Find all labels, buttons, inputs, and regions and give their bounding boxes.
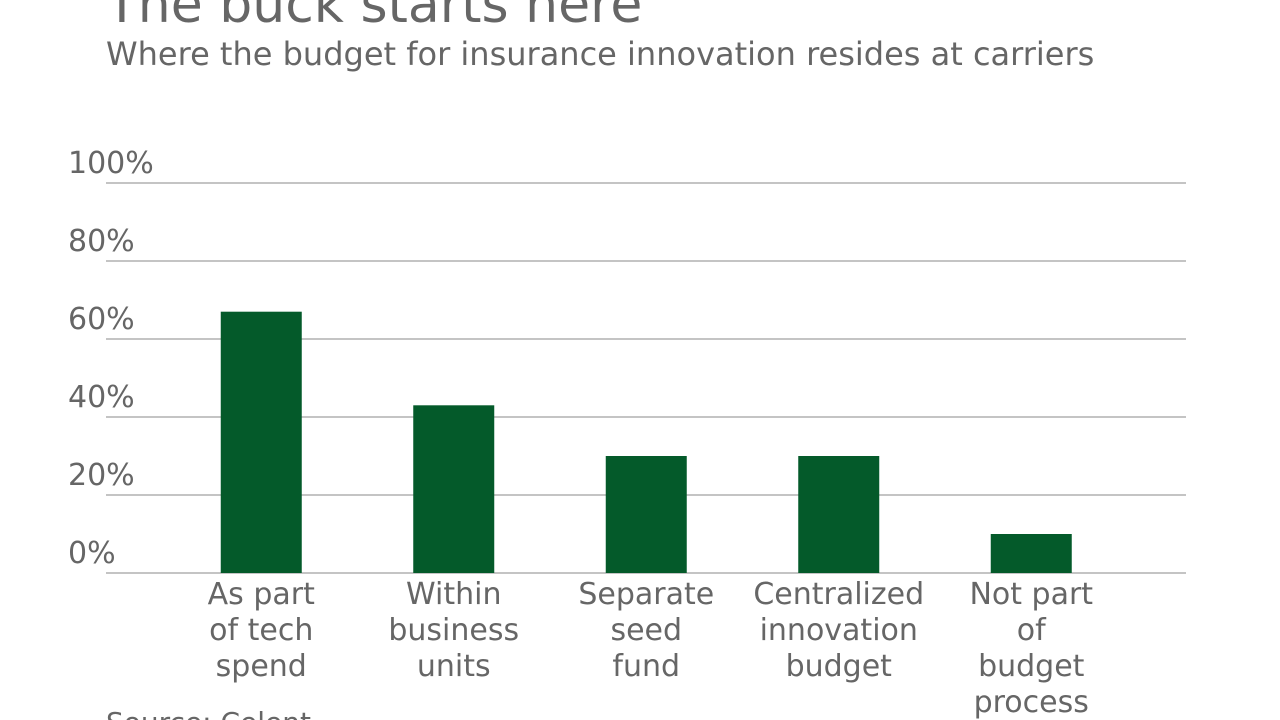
y-tick-label: 20% [68, 458, 135, 493]
y-tick-label: 40% [68, 380, 135, 415]
y-tick-label: 80% [68, 224, 135, 259]
y-tick-label: 60% [68, 302, 135, 337]
x-tick-label: Separate seed fund [578, 577, 715, 684]
source: Source: Celent [106, 706, 311, 720]
bar [413, 405, 495, 573]
chart-subtitle: Where the budget for insurance innovatio… [106, 35, 1094, 73]
x-tick-label: As part of tech spend [207, 577, 315, 684]
x-tick-label: Centralized innovation budget [753, 577, 925, 684]
bar [220, 311, 302, 573]
x-tick-label: Within business units [388, 577, 520, 684]
bar [990, 534, 1072, 573]
y-tick-label: 100% [68, 146, 154, 181]
bar [798, 456, 880, 573]
bar [605, 456, 687, 573]
chart-title: The buck starts here [105, 0, 642, 35]
x-tick-label: Not part of budget process [969, 577, 1094, 720]
y-tick-label: 0% [68, 536, 116, 571]
